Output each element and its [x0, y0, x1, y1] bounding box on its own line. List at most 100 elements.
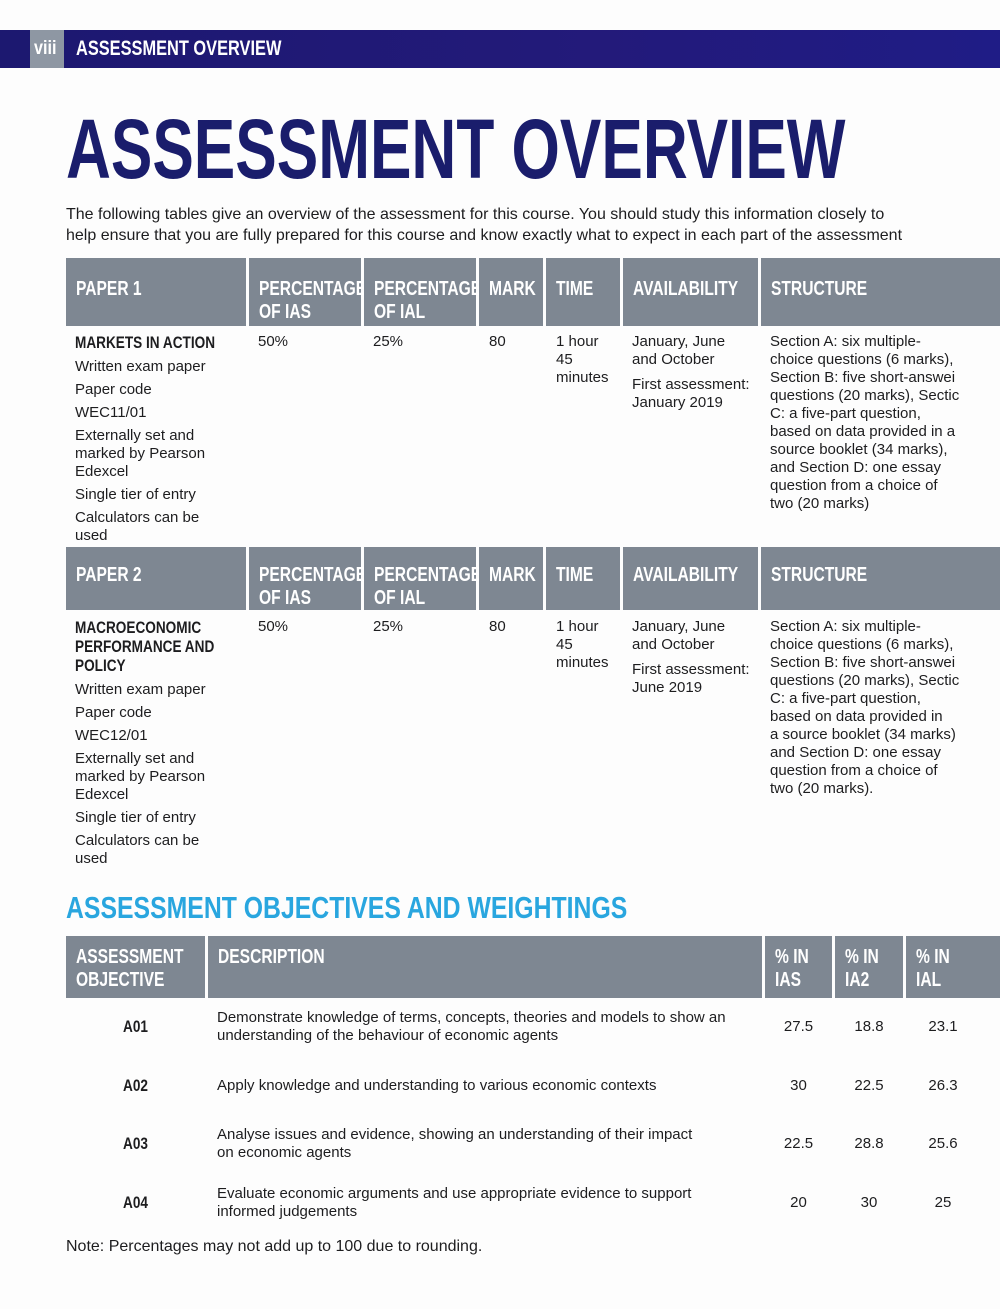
- header-mark: MARK: [479, 258, 543, 326]
- detail-line: Paper code: [75, 704, 152, 721]
- paper-detail: Paper code: [75, 381, 250, 399]
- header-label: OBJECTIVE: [76, 969, 165, 991]
- header-label: PERCENTAGE: [259, 564, 367, 586]
- text-line: First assessment:: [632, 376, 750, 393]
- text-line: 45: [556, 636, 573, 653]
- header-label: MARK: [489, 564, 536, 586]
- weighting-ial: 26.3: [928, 1077, 958, 1094]
- objectives-heading: ASSESSMENT OBJECTIVES AND WEIGHTINGS: [66, 890, 628, 925]
- text-line: First assessment:: [632, 661, 750, 678]
- header-ial: % IN IAL: [906, 936, 1000, 998]
- header-time: TIME: [546, 258, 620, 326]
- paper-name-line: POLICY: [75, 656, 126, 675]
- header-label: % IN: [845, 946, 879, 968]
- intro-line: The following tables give an overview of…: [66, 206, 885, 223]
- weighting-ias: 27.5: [783, 1018, 814, 1035]
- percentage-ias: 50%: [258, 618, 289, 635]
- header-label: DESCRIPTION: [218, 946, 325, 968]
- text-line: C: a five-part question,: [770, 690, 921, 707]
- paper-detail: Calculators can be used: [75, 509, 250, 545]
- text-line: and Section D: one essay: [770, 744, 941, 761]
- detail-line: WEC12/01: [75, 727, 148, 744]
- text-line: informed judgements: [217, 1203, 358, 1220]
- paper-name-line: MARKETS IN ACTION: [75, 333, 216, 352]
- text-line: January, June: [632, 618, 726, 635]
- header-label: PAPER 1: [76, 278, 142, 300]
- code-text: A01: [123, 1017, 148, 1036]
- weighting-ias: 22.5: [783, 1135, 814, 1152]
- detail-line: Edexcel: [75, 786, 129, 803]
- page-number: viii: [30, 30, 64, 68]
- header-ia2: % IN IA2: [835, 936, 903, 998]
- text-line: Section A: six multiple-: [770, 333, 921, 350]
- structure: Section A: six multiple-choice questions…: [770, 333, 1000, 513]
- paper-detail: WEC11/01: [75, 404, 250, 422]
- mark: 80: [489, 333, 506, 350]
- weighting-ia2: 30: [860, 1194, 878, 1211]
- paper-detail: Single tier of entry: [75, 486, 250, 504]
- paper-detail: Calculators can be used: [75, 832, 249, 868]
- header-availability: AVAILABILITY: [623, 258, 758, 326]
- text-line: minutes: [556, 654, 609, 671]
- text-line: 45: [556, 351, 573, 368]
- rounding-note: Note: Percentages may not add up to 100 …: [66, 1238, 483, 1255]
- header-paper: PAPER 1: [66, 258, 246, 326]
- header-time: TIME: [546, 547, 620, 610]
- weighting-ia2: 28.8: [854, 1135, 884, 1152]
- objective-description: Analyse issues and evidence, showing an …: [217, 1126, 692, 1162]
- code-text: A03: [123, 1134, 148, 1153]
- header-mark: MARK: [479, 547, 543, 610]
- text-line: question from a choice of: [770, 477, 938, 494]
- weighting-ias: 20: [790, 1194, 807, 1211]
- paper-detail: Written exam paper: [75, 681, 249, 699]
- percentage-ial: 25%: [373, 333, 404, 350]
- detail-line: marked by Pearson: [75, 768, 206, 785]
- header-structure: STRUCTURE: [761, 547, 1000, 610]
- text-line: minutes: [556, 369, 609, 386]
- text-line: based on data provided in: [770, 708, 943, 725]
- header-label: IA2: [845, 969, 870, 991]
- paper-name-line: MACROECONOMIC: [75, 618, 202, 637]
- header-label: PERCENTAGE: [374, 278, 482, 300]
- paper-name: MACROECONOMIC PERFORMANCE AND POLICY: [75, 618, 249, 675]
- running-header-title: ASSESSMENT OVERVIEW: [76, 37, 282, 60]
- code-text: A04: [123, 1193, 148, 1212]
- objective-code: A04: [123, 1193, 154, 1212]
- detail-line: used: [75, 527, 108, 544]
- detail-line: Edexcel: [75, 463, 129, 480]
- intro-paragraph: The following tables give an overview of…: [66, 204, 986, 246]
- weighting-ias: 30: [790, 1077, 807, 1094]
- detail-line: Paper code: [75, 381, 152, 398]
- header-label: STRUCTURE: [771, 278, 868, 300]
- weighting-ial: 25: [934, 1194, 952, 1211]
- objective-description: Demonstrate knowledge of terms, concepts…: [217, 1009, 726, 1045]
- text-line: two (20 marks): [770, 495, 870, 512]
- detail-line: Externally set and: [75, 750, 195, 767]
- text-line: Evaluate economic arguments and use appr…: [217, 1185, 692, 1202]
- paper-detail: Single tier of entry: [75, 809, 249, 827]
- header-label: % IN: [775, 946, 809, 968]
- paper-name-line: PERFORMANCE AND: [75, 637, 215, 656]
- header-label: ASSESSMENT: [76, 946, 184, 968]
- text-line: January, June: [632, 333, 726, 350]
- text-line: on economic agents: [217, 1144, 352, 1161]
- detail-line: WEC11/01: [75, 404, 147, 421]
- text-line: and October: [632, 351, 715, 368]
- detail-line: Single tier of entry: [75, 809, 196, 826]
- objective-code: A02: [123, 1076, 154, 1095]
- text-line: source booklet (34 marks),: [770, 441, 948, 458]
- text-line: C: a five-part question,: [770, 405, 921, 422]
- header-ias: PERCENTAGE OF IAS: [249, 258, 366, 326]
- text-line: and Section D: one essay: [770, 459, 941, 476]
- header-label: TIME: [556, 278, 594, 300]
- text-line: January 2019: [632, 394, 723, 411]
- header-label: IAL: [916, 969, 942, 991]
- text-line: question from a choice of: [770, 762, 938, 779]
- header-paper: PAPER 2: [66, 547, 246, 610]
- weighting-ial: 23.1: [928, 1018, 958, 1035]
- text-line: questions (20 marks), Sectic: [770, 387, 960, 404]
- text-line: Apply knowledge and understanding to var…: [217, 1077, 657, 1094]
- text-line: June 2019: [632, 679, 703, 696]
- availability-group: January, June and October: [632, 333, 750, 369]
- availability-group: First assessment: January 2019: [632, 376, 750, 412]
